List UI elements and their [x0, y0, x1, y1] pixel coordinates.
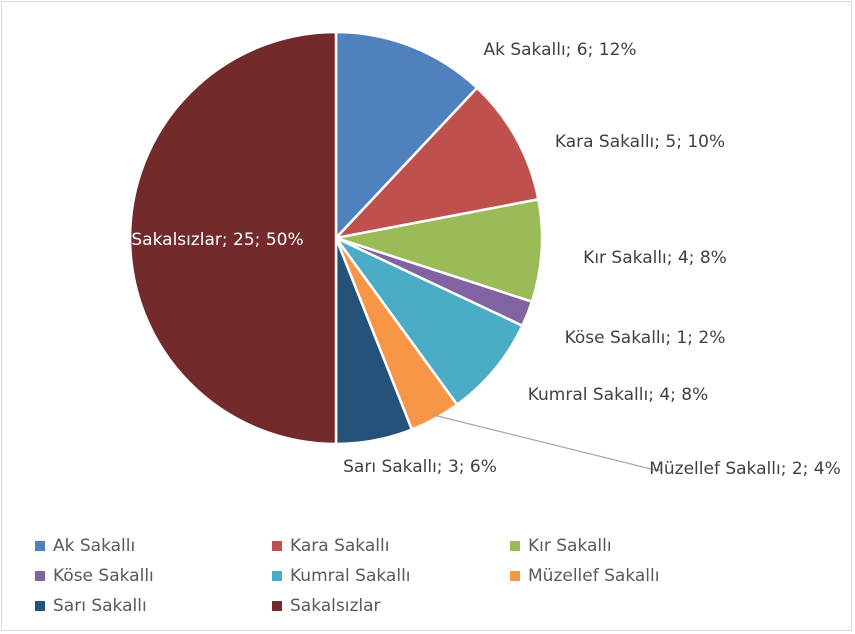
- data-label: Kumral Sakallı; 4; 8%: [527, 385, 709, 405]
- legend-swatch: [510, 541, 520, 551]
- data-label: Kır Sakallı; 4; 8%: [583, 248, 727, 268]
- legend-swatch: [35, 601, 45, 611]
- legend-item: Kara Sakallı: [272, 536, 389, 556]
- legend-swatch: [272, 571, 282, 581]
- data-label: Müzellef Sakallı; 2; 4%: [649, 459, 841, 479]
- legend-label: Kara Sakallı: [290, 536, 390, 556]
- legend-label: Kır Sakallı: [528, 536, 612, 556]
- legend-item: Sakalsızlar: [272, 596, 381, 616]
- data-label: Sakalsızlar; 25; 50%: [131, 230, 304, 250]
- pie-slice: [334, 30, 479, 242]
- legend-item: Kır Sakallı: [510, 536, 612, 556]
- legend-item: Kumral Sakallı: [272, 566, 411, 586]
- legend-swatch: [35, 541, 45, 551]
- data-label: Ak Sakallı; 6; 12%: [483, 40, 637, 60]
- legend-swatch: [510, 571, 520, 581]
- leader-line: [433, 414, 662, 471]
- data-label: Kara Sakallı; 5; 10%: [554, 132, 726, 152]
- legend-label: Kumral Sakallı: [290, 566, 411, 586]
- pie-slice: [334, 236, 525, 407]
- legend-item: Köse Sakallı: [35, 566, 154, 586]
- data-label: Sarı Sakallı; 3; 6%: [343, 457, 497, 477]
- legend-item: Sarı Sakallı: [35, 596, 147, 616]
- legend-label: Müzellef Sakallı: [528, 566, 660, 586]
- legend-label: Köse Sakallı: [53, 566, 154, 586]
- legend-swatch: [35, 571, 45, 581]
- legend-label: Sakalsızlar: [290, 596, 381, 616]
- legend-swatch: [272, 541, 282, 551]
- pie-slice: [335, 197, 544, 304]
- pie-slice: [128, 30, 338, 446]
- legend-swatch: [272, 601, 282, 611]
- legend-label: Sarı Sakallı: [53, 596, 147, 616]
- legend-label: Ak Sakallı: [53, 536, 136, 556]
- legend-item: Müzellef Sakallı: [510, 566, 659, 586]
- legend-item: Ak Sakallı: [35, 536, 135, 556]
- pie-slice: [332, 86, 540, 240]
- data-label: Köse Sakallı; 1; 2%: [564, 328, 726, 348]
